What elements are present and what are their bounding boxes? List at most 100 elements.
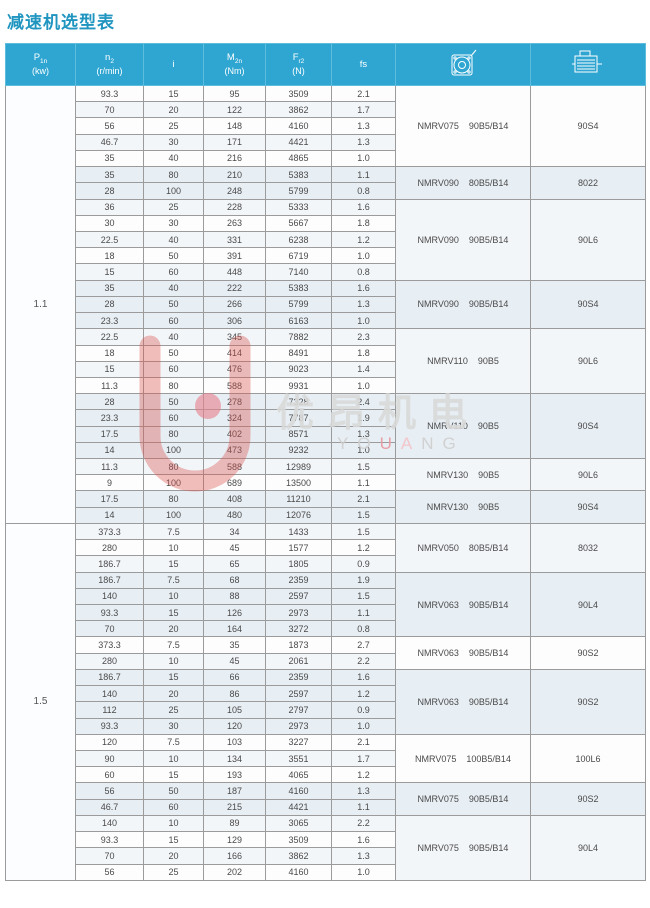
data-cell: 9 [75, 474, 144, 492]
motor-model-cell: 90L4 [530, 571, 646, 638]
data-cell: 86 [203, 685, 266, 703]
data-cell: 34 [203, 522, 266, 541]
data-cell: 1.9 [331, 571, 396, 589]
data-cell: 4065 [265, 766, 332, 784]
motor-model-cell: 90L6 [530, 328, 646, 395]
data-cell: 186.7 [75, 571, 144, 589]
table-row: 22.5 40 345 7882 2.3 NMRV110 90B5 90L6 [6, 328, 646, 395]
gearbox-model: NMRV063 [417, 599, 459, 610]
data-cell: 35 [75, 279, 144, 297]
data-cell: 60 [143, 360, 204, 378]
flange-code: 90B5/B14 [468, 121, 509, 132]
data-cell: 60 [143, 263, 204, 281]
data-cell: 1577 [265, 539, 332, 557]
table-row: 28 50 278 7328 2.4 NMRV110 90B5 90S4 [6, 393, 646, 460]
motor-model-cell: 90S4 [530, 279, 646, 330]
data-cell: 45 [203, 539, 266, 557]
motor-model-cell: 90L6 [530, 458, 646, 492]
table-row: 90 10 134 3551 1.7 [6, 749, 646, 768]
data-cell: 402 [203, 425, 266, 443]
data-cell: 2.1 [331, 733, 396, 751]
data-cell: 373.3 [75, 522, 144, 541]
data-cell: 5383 [265, 279, 332, 297]
data-cell: 448 [203, 263, 266, 281]
motor-model-cell: 90S2 [530, 782, 646, 816]
data-cell: 15 [143, 555, 204, 573]
data-cell: 80 [143, 458, 204, 476]
gearbox-model: NMRV063 [417, 696, 459, 707]
data-cell: 202 [203, 863, 266, 881]
data-cell: 105 [203, 701, 266, 719]
data-cell: 1.7 [331, 749, 396, 768]
data-cell: 28 [75, 393, 144, 411]
data-cell: 93.3 [75, 603, 144, 622]
data-cell: 103 [203, 733, 266, 751]
gearbox-model-cell: NMRV090 90B5/B14 [395, 198, 531, 281]
motor-model-cell: 8032 [530, 522, 646, 573]
table-row: 56 50 187 4160 1.3 NMRV075 90B5/B14 90S2 [6, 782, 646, 816]
gearbox-model-cell: NMRV110 90B5 [395, 393, 531, 460]
data-cell: 93.3 [75, 717, 144, 735]
gearbox-model: NMRV110 [427, 421, 468, 432]
table-row: 15 60 476 9023 1.4 [6, 360, 646, 378]
data-cell: 7.5 [143, 636, 204, 654]
data-cell: 278 [203, 393, 266, 411]
data-cell: 1.5 [331, 506, 396, 524]
data-cell: 414 [203, 344, 266, 362]
data-cell: 1.0 [331, 247, 396, 265]
data-cell: 95 [203, 84, 266, 103]
data-cell: 222 [203, 279, 266, 297]
data-cell: 408 [203, 490, 266, 508]
data-cell: 689 [203, 474, 266, 492]
data-cell: 40 [143, 279, 204, 297]
flange-code: 90B5/B14 [468, 234, 509, 245]
power-cell: 1.1 [5, 85, 76, 524]
table-row: 1.5 373.3 7.5 34 1433 1.5 NMRV050 80B5/B14 8032 [5, 522, 646, 881]
data-cell: 126 [203, 603, 266, 622]
data-cell: 1.7 [331, 101, 396, 119]
data-cell: 1.5 [331, 458, 396, 476]
table-header: P1n (kw) n2 (r/min) i M2n (Nm) Fr2 (N) f… [5, 43, 646, 86]
table-row: 112 25 105 2797 0.9 [6, 701, 646, 719]
data-cell: 88 [203, 587, 266, 606]
data-cell: 25 [143, 198, 204, 216]
data-cell: 140 [75, 814, 144, 833]
data-cell: 0.9 [331, 701, 396, 719]
data-cell: 90 [75, 749, 144, 768]
table-row: 1.1 93.3 15 95 3509 2.1 NMRV075 90B5/B14 90S4 [5, 84, 646, 524]
data-cell: 100 [143, 441, 204, 460]
data-cell: 100 [143, 182, 204, 200]
data-cell: 8491 [265, 344, 332, 362]
col-header-output-torque: M2n (Nm) [203, 43, 266, 86]
data-cell: 5383 [265, 166, 332, 184]
data-cell: 13500 [265, 474, 332, 492]
flange-code: 90B5 [477, 421, 499, 432]
data-cell: 28 [75, 182, 144, 200]
data-cell: 5667 [265, 214, 332, 232]
data-cell: 22.5 [75, 328, 144, 346]
data-cell: 391 [203, 247, 266, 265]
data-cell: 30 [143, 214, 204, 232]
data-cell: 164 [203, 620, 266, 638]
data-cell: 2.1 [331, 490, 396, 508]
table-row: 60 15 193 4065 1.2 [6, 766, 646, 784]
data-cell: 6163 [265, 312, 332, 330]
data-cell: 6719 [265, 247, 332, 265]
data-cell: 1.0 [331, 312, 396, 330]
table-row: 46.7 60 215 4421 1.1 [6, 798, 646, 816]
data-cell: 171 [203, 133, 266, 151]
data-cell: 70 [75, 847, 144, 865]
flange-code: 100B5/B14 [466, 753, 511, 764]
data-cell: 46.7 [75, 133, 144, 151]
data-cell: 66 [203, 668, 266, 687]
data-cell: 2359 [265, 571, 332, 589]
data-cell: 4421 [265, 798, 332, 816]
data-cell: 22.5 [75, 230, 144, 249]
gearbox-model: NMRV075 [417, 794, 459, 805]
data-cell: 1.2 [331, 685, 396, 703]
flange-code: 90B5/B14 [468, 794, 509, 805]
gearbox-icon [447, 49, 479, 81]
data-cell: 122 [203, 101, 266, 119]
data-cell: 15 [143, 84, 204, 103]
gearbox-model-cell: NMRV075 100B5/B14 [395, 733, 531, 784]
